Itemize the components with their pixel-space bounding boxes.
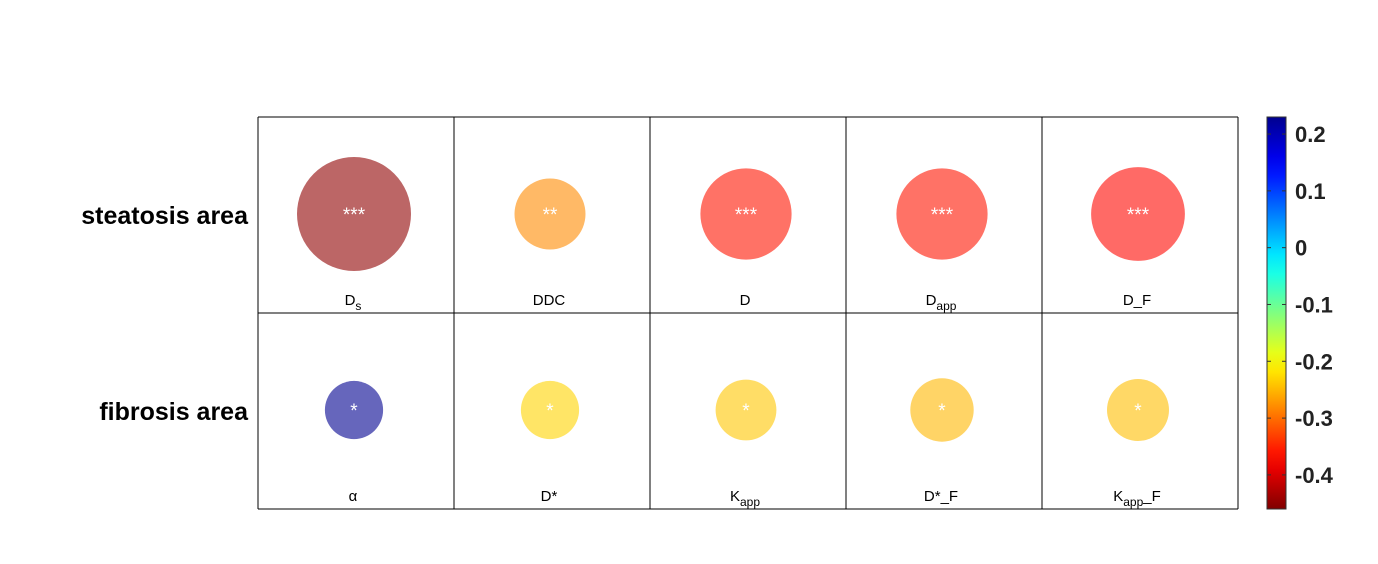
colorbar-tick-label: 0 [1295, 236, 1307, 261]
correlation-circle [520, 380, 580, 440]
colorbar-tick-label: -0.4 [1295, 463, 1334, 488]
parameter-label: α [349, 488, 358, 505]
significance-label: *** [343, 205, 366, 226]
significance-label: * [546, 401, 554, 422]
significance-label: *** [735, 205, 758, 226]
parameter-label: Kapp [730, 488, 760, 509]
row-label: fibrosis area [99, 398, 249, 426]
significance-label: * [350, 401, 358, 422]
significance-label: * [1134, 401, 1142, 422]
colorbar-tick-label: -0.1 [1295, 292, 1333, 317]
significance-label: ** [543, 205, 558, 226]
colorbar-tick-label: -0.3 [1295, 406, 1333, 431]
significance-label: * [742, 401, 750, 422]
correlation-circle [1107, 379, 1169, 441]
colorbar [1266, 116, 1287, 510]
parameter-label: Dapp [926, 292, 957, 313]
correlation-circle [324, 380, 384, 440]
colorbar-tick-label: -0.2 [1295, 349, 1333, 374]
correlation-circle [700, 168, 792, 260]
significance-label: * [938, 401, 946, 422]
parameter-label: DDC [533, 292, 566, 309]
significance-label: *** [931, 205, 954, 226]
correlation-circle [1091, 167, 1185, 261]
colorbar-tick-label: 0.1 [1295, 179, 1326, 204]
parameter-label: Kapp_F [1113, 488, 1161, 509]
parameter-label: D* [541, 488, 558, 505]
correlation-circle [514, 178, 586, 250]
parameter-label: D [740, 292, 751, 309]
parameter-label: D*_F [924, 488, 958, 505]
correlation-circle [896, 168, 988, 260]
significance-label: *** [1127, 205, 1150, 226]
colorbar-tick-label: 0.2 [1295, 122, 1326, 147]
row-label: steatosis area [81, 202, 249, 230]
correlation-circle [297, 157, 411, 271]
parameter-label: Ds [345, 292, 362, 313]
parameter-label: D_F [1123, 292, 1151, 309]
correlation-circle [910, 378, 974, 442]
correlation-circle [715, 379, 777, 441]
